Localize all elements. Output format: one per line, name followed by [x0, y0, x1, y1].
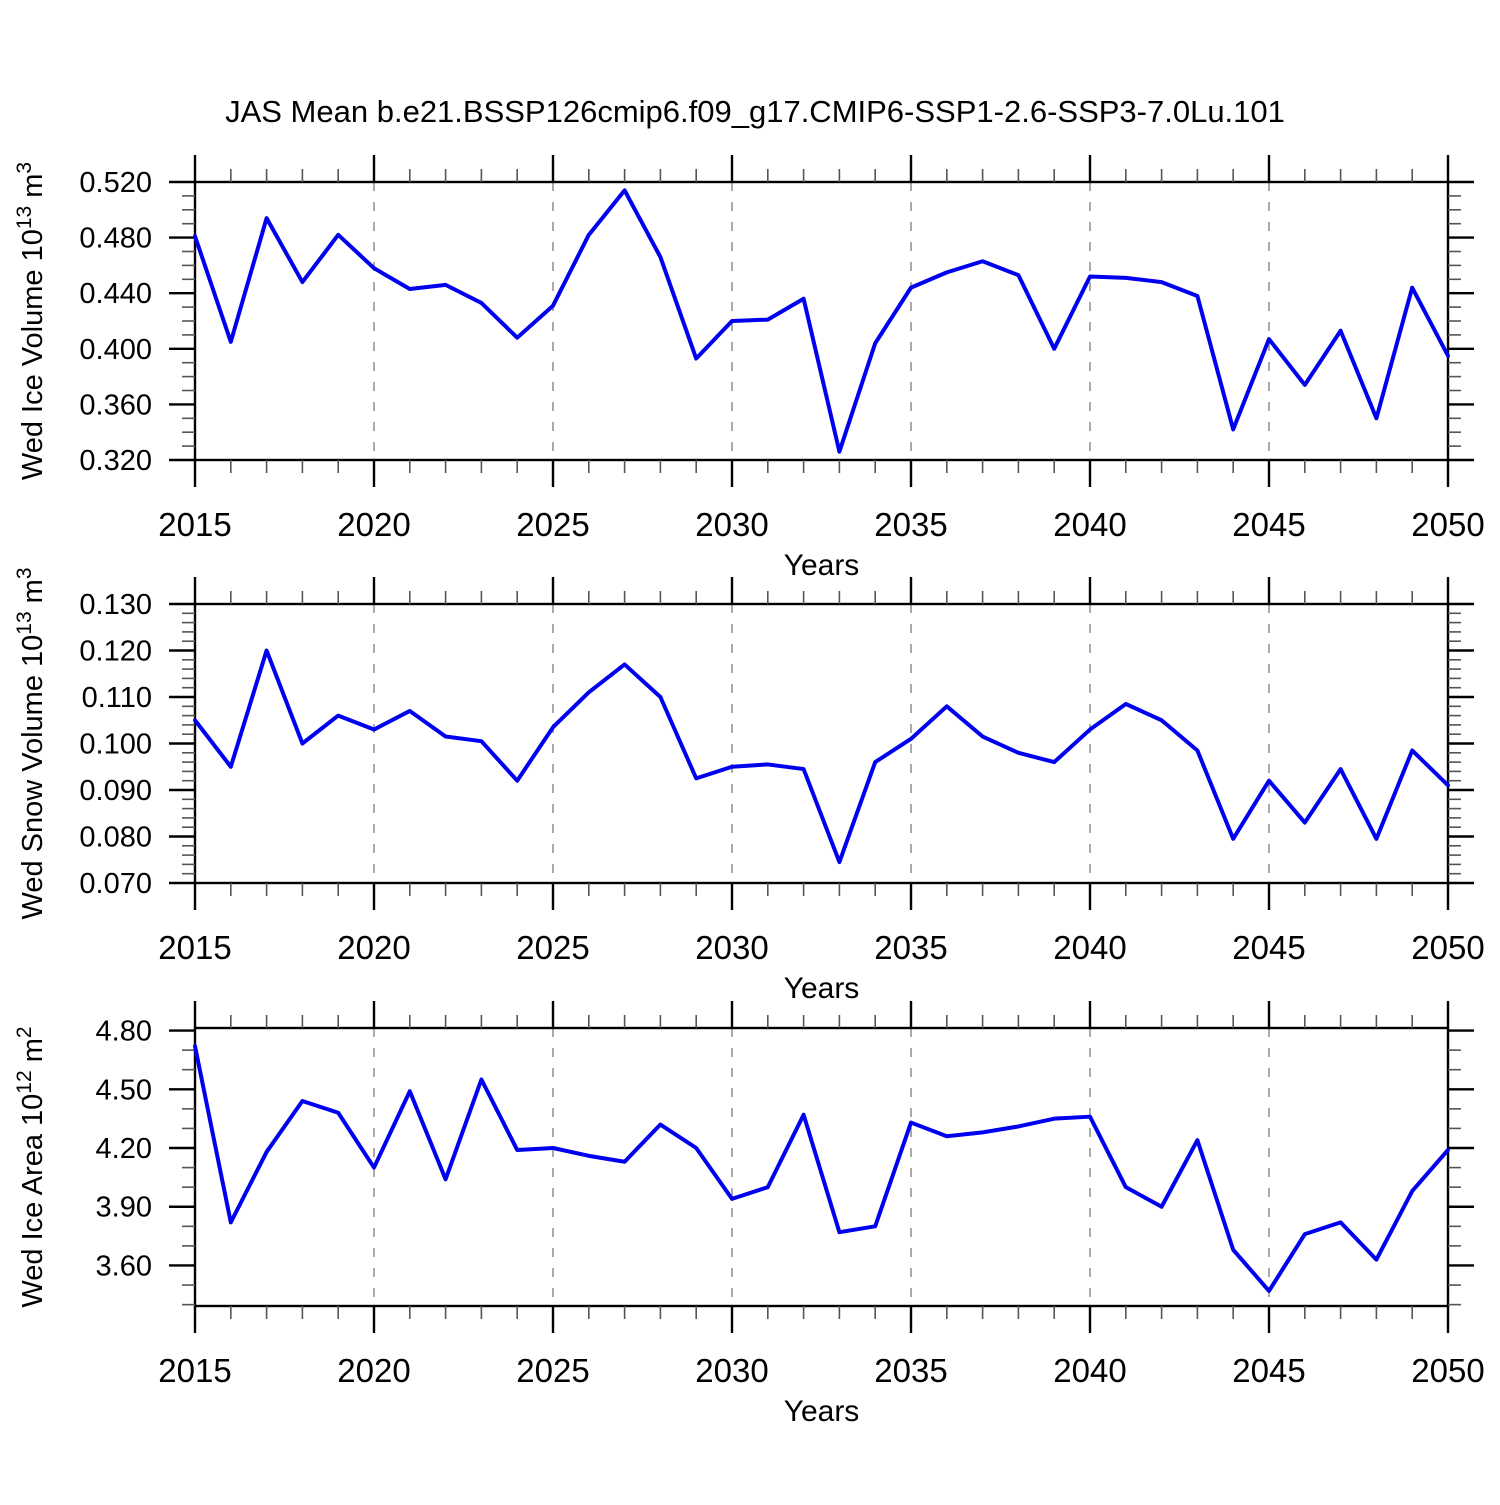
x-tick-label: 2025 — [516, 1352, 589, 1389]
y-tick-label: 0.070 — [79, 868, 152, 900]
x-tick-label: 2015 — [158, 929, 231, 966]
y-axis-title: Wed Snow Volume 1013 m3 — [13, 567, 49, 919]
y-tick-label: 0.100 — [79, 729, 152, 761]
panel-ice-volume: 0.320 0.360 0.400 0.440 0.480 0.520 2015 2020 20… — [13, 155, 1485, 582]
x-tick-label: 2040 — [1053, 1352, 1126, 1389]
y-tick-label: 4.50 — [96, 1074, 152, 1106]
data-line-ice-volume — [193, 188, 1450, 454]
x-axis-title: Years — [784, 972, 860, 1005]
x-axis-title: Years — [784, 549, 860, 582]
y-tick-label: 0.360 — [79, 389, 152, 421]
y-tick-label: 0.080 — [79, 822, 152, 854]
y-tick-label: 0.520 — [79, 167, 152, 199]
data-line-snow-volume — [193, 648, 1450, 865]
x-axis-title: Years — [784, 1395, 860, 1428]
y-tick-label: 0.320 — [79, 445, 152, 477]
x-tick-label: 2050 — [1411, 1352, 1484, 1389]
x-tick-label: 2035 — [874, 1352, 947, 1389]
panel-snow-volume: 0.070 0.080 0.090 0.100 0.110 0.120 0.130 2015 2… — [13, 567, 1485, 1005]
x-tick-label: 2040 — [1053, 506, 1126, 543]
x-tick-label: 2045 — [1232, 929, 1305, 966]
x-tick-label: 2025 — [516, 929, 589, 966]
y-tick-label: 0.400 — [79, 334, 152, 366]
x-tick-label: 2035 — [874, 929, 947, 966]
x-tick-label: 2030 — [695, 1352, 768, 1389]
x-tick-label: 2015 — [158, 1352, 231, 1389]
x-tick-label: 2045 — [1232, 1352, 1305, 1389]
data-line-ice-area — [193, 1044, 1450, 1293]
panel-ice-area: 3.60 3.90 4.20 4.50 4.80 2015 2020 2025 2030 2035… — [13, 1001, 1485, 1428]
plot-frame — [193, 602, 1450, 885]
x-tick-label: 2050 — [1411, 929, 1484, 966]
y-tick-label: 0.110 — [82, 682, 152, 714]
plot-frame — [193, 180, 1450, 462]
x-tick-label: 2035 — [874, 506, 947, 543]
x-tick-label: 2045 — [1232, 506, 1305, 543]
y-tick-label: 0.440 — [79, 278, 152, 310]
y-tick-label: 4.20 — [96, 1133, 152, 1165]
figure-title: JAS Mean b.e21.BSSP126cmip6.f09_g17.CMIP… — [225, 94, 1285, 129]
x-tick-label: 2030 — [695, 929, 768, 966]
y-axis-title: Wed Ice Area 1012 m2 — [13, 1026, 49, 1307]
y-tick-label: 4.80 — [96, 1016, 152, 1048]
x-tick-label: 2050 — [1411, 506, 1484, 543]
y-tick-label: 3.60 — [96, 1250, 152, 1282]
x-tick-label: 2015 — [158, 506, 231, 543]
x-tick-label: 2020 — [337, 1352, 410, 1389]
y-tick-label: 3.90 — [96, 1192, 152, 1224]
y-tick-label: 0.090 — [79, 775, 152, 807]
x-tick-label: 2040 — [1053, 929, 1126, 966]
x-tick-label: 2020 — [337, 929, 410, 966]
x-tick-label: 2020 — [337, 506, 410, 543]
y-tick-label: 0.120 — [79, 636, 152, 668]
x-tick-label: 2025 — [516, 506, 589, 543]
y-axis-title: Wed Ice Volume 1013 m3 — [13, 162, 49, 480]
x-tick-label: 2030 — [695, 506, 768, 543]
y-tick-label: 0.480 — [79, 223, 152, 255]
y-tick-label: 0.130 — [79, 589, 152, 621]
